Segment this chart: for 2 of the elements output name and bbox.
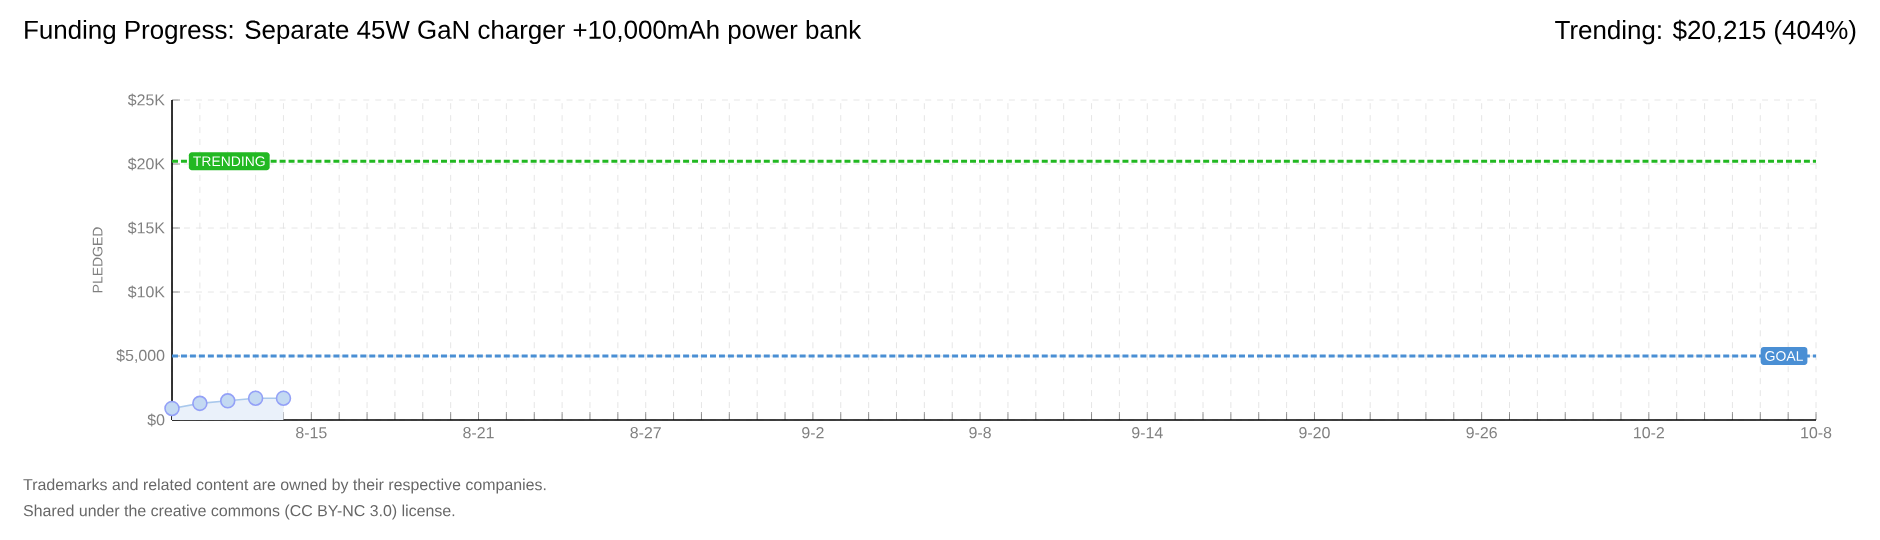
chart-title: Funding Progress: Separate 45W GaN charger +10,000mAh power bank [25, 19, 862, 45]
chart-subtitle: Trending: $20,215 (404%) [1555, 19, 1856, 45]
